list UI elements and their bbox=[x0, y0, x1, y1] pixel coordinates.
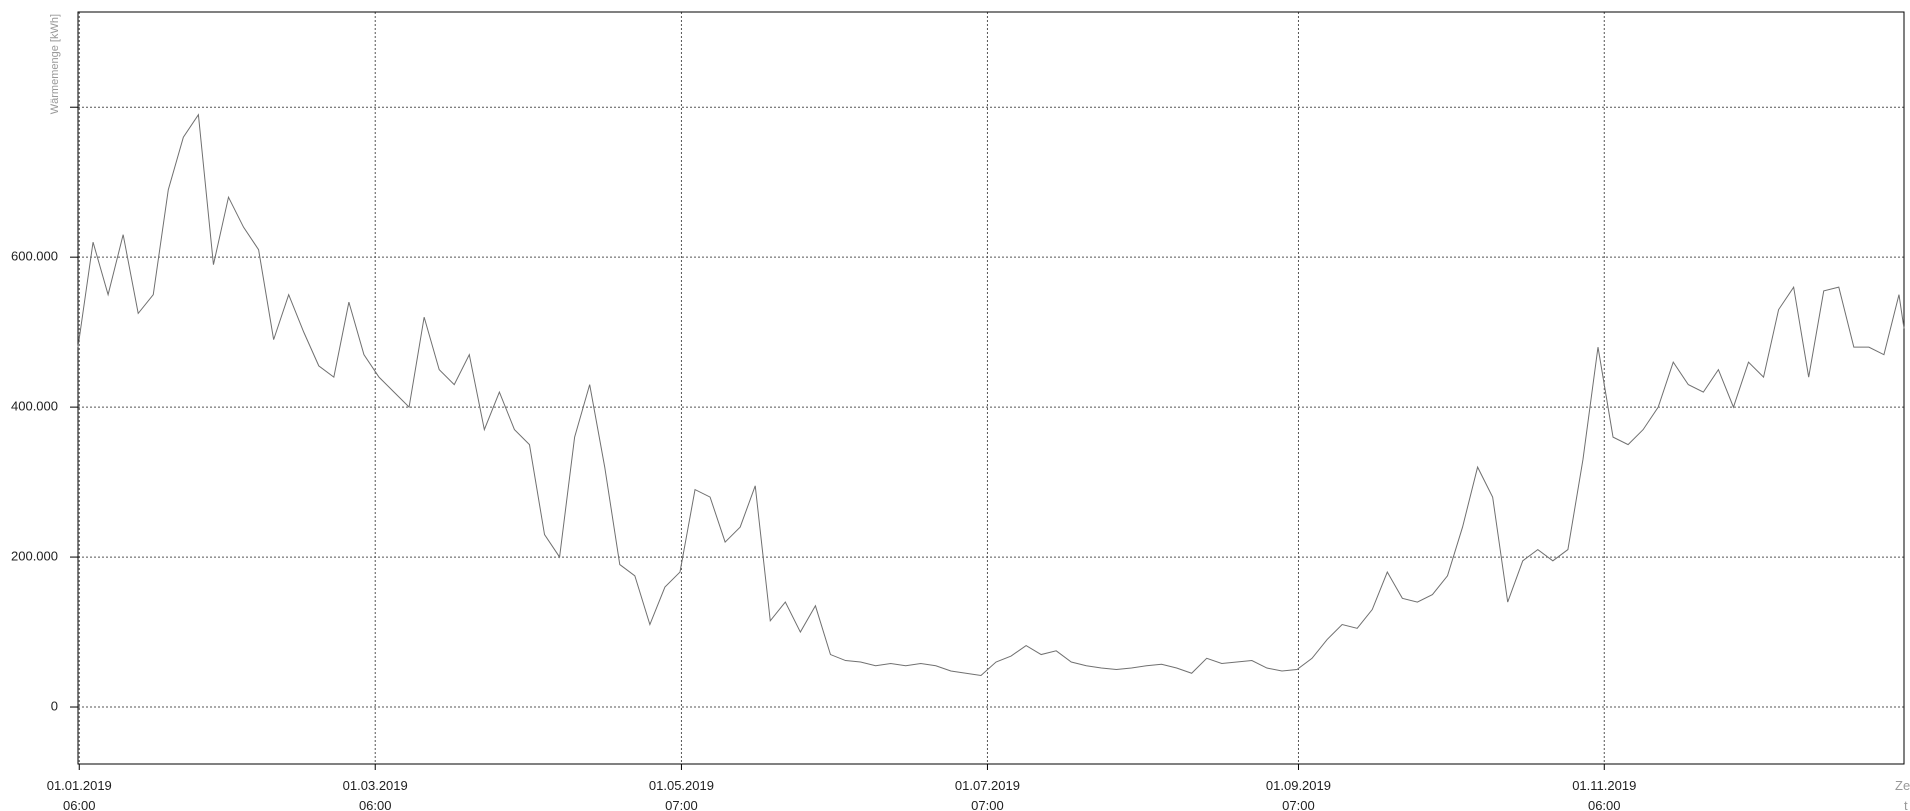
x-tick-label: 01.09.2019 07:00 bbox=[1265, 778, 1331, 811]
y-tick-label: 0 bbox=[51, 698, 58, 713]
x-tick-label: 01.03.2019 06:00 bbox=[342, 778, 408, 811]
x-axis-title: Zeit t bbox=[1895, 778, 1910, 811]
y-tick-label: 400.000 bbox=[11, 399, 58, 414]
x-tick-label: 01.07.2019 07:00 bbox=[954, 778, 1020, 811]
data-line bbox=[77, 113, 1905, 677]
y-axis-title: Wärmemenge [kWh] bbox=[49, 14, 61, 114]
y-tick-label: 200.000 bbox=[11, 549, 58, 564]
x-tick-label: 01.11.2019 06:00 bbox=[1572, 778, 1637, 811]
x-tick-label: 01.01.2019 06:00 bbox=[46, 778, 112, 811]
y-tick-label: 600.000 bbox=[11, 249, 58, 264]
plot-frame bbox=[77, 11, 1905, 765]
x-tick-label: 01.05.2019 07:00 bbox=[648, 778, 714, 811]
